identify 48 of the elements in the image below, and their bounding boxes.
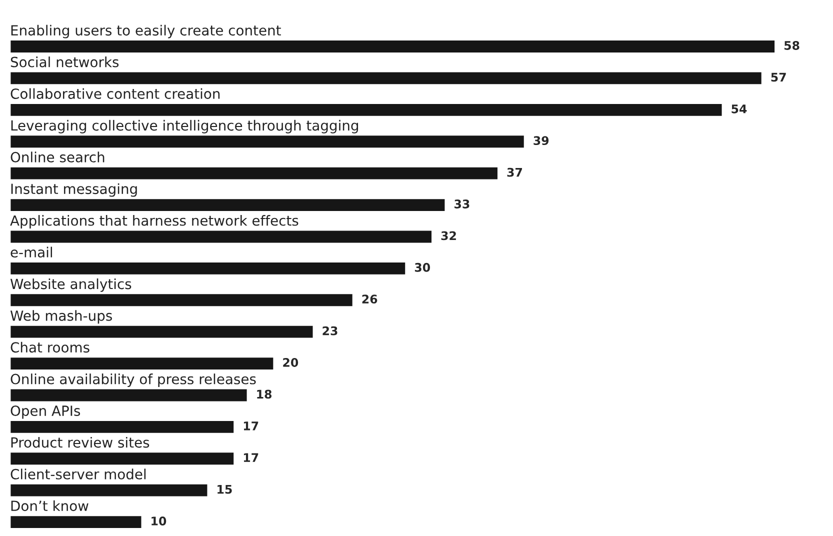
bar <box>10 324 314 340</box>
bar <box>10 451 235 466</box>
data-label: 18 <box>257 390 272 399</box>
data-label: 58 <box>784 41 800 50</box>
bar <box>10 134 526 149</box>
data-label: 30 <box>414 262 430 272</box>
y-tick-label: Applications that harness network effects <box>10 215 298 228</box>
y-tick-label: Online search <box>10 152 104 162</box>
bar <box>10 102 724 118</box>
bar <box>10 261 407 276</box>
bar <box>10 166 499 181</box>
data-label: 39 <box>534 136 549 146</box>
data-label: 23 <box>322 326 338 336</box>
bar <box>10 229 433 244</box>
y-tick-label: Don’t know <box>11 500 88 512</box>
bar <box>10 292 354 308</box>
y-tick-label: Online availability of press releases <box>10 374 256 387</box>
data-label: 57 <box>771 72 786 82</box>
y-tick-label: e-mail <box>10 246 52 258</box>
bar <box>10 420 235 434</box>
data-label: 54 <box>732 104 747 114</box>
bar <box>10 39 776 54</box>
y-tick-label: Collaborative content creation <box>10 88 220 99</box>
data-label: 15 <box>218 485 232 494</box>
y-tick-label: Enabling users to easily create content <box>11 24 281 38</box>
y-tick-label: Product review sites <box>11 436 150 448</box>
y-tick-label: Leveraging collective intelligence through tagging <box>11 120 358 134</box>
data-label: 17 <box>244 422 258 430</box>
y-tick-label: Chat rooms <box>10 342 90 353</box>
bar <box>10 514 143 530</box>
y-tick-label: Social networks <box>10 56 119 68</box>
bar <box>10 198 446 212</box>
data-label: 17 <box>244 453 258 462</box>
y-tick-label: Instant messaging <box>11 183 137 197</box>
data-label: 26 <box>362 294 378 304</box>
y-tick-label: Website analytics <box>10 278 132 292</box>
y-tick-label: Web mash-ups <box>10 310 112 324</box>
data-label: 10 <box>152 516 166 526</box>
data-label: 33 <box>454 200 470 208</box>
bar <box>10 70 763 86</box>
y-tick-label: Client-server model <box>10 468 146 480</box>
bar <box>10 388 248 403</box>
y-tick-label: Open APIs <box>10 406 80 419</box>
data-label: 37 <box>507 168 522 177</box>
data-label: 20 <box>283 358 298 367</box>
bar <box>10 482 209 498</box>
data-label: 32 <box>441 231 456 240</box>
bar <box>10 356 275 371</box>
